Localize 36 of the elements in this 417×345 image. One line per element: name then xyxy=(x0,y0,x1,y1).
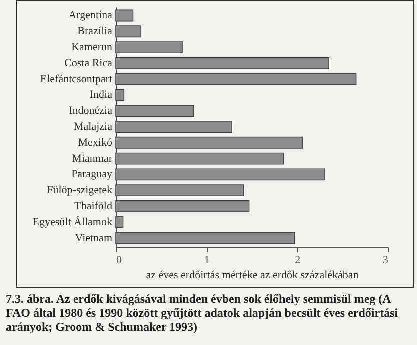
bar xyxy=(116,26,141,38)
y-tick-label: Egyesült Államok xyxy=(32,215,113,228)
y-tick-label: Vietnam xyxy=(75,232,113,244)
y-tick-label: Malajzia xyxy=(74,121,113,133)
bar xyxy=(116,200,250,212)
bar xyxy=(116,152,284,165)
y-tick-label: Fülöp-szigetek xyxy=(47,184,113,197)
y-tick-label: Mexikó xyxy=(78,136,113,149)
bar xyxy=(116,216,124,228)
x-tick-label: 1 xyxy=(204,254,210,266)
bar xyxy=(116,136,304,149)
x-tick-label: 0 xyxy=(116,254,122,266)
bar xyxy=(116,184,244,197)
y-tick-label: Kamerun xyxy=(72,42,113,54)
bar xyxy=(116,42,184,54)
bar xyxy=(116,57,330,70)
bar xyxy=(116,10,134,22)
bar xyxy=(116,89,125,102)
y-tick-label: Brazília xyxy=(78,26,113,38)
bar xyxy=(116,232,296,244)
bar xyxy=(116,121,232,133)
x-tick-label: 3 xyxy=(383,254,389,266)
y-tick-label: Costa Rica xyxy=(64,57,113,70)
y-tick-label: Paraguay xyxy=(72,168,113,181)
bar xyxy=(116,168,325,181)
bar xyxy=(116,105,194,118)
y-tick-label: Mianmar xyxy=(72,152,113,165)
bar xyxy=(116,73,357,86)
text: 7.3. ábra. Az erdők kivágásával minden évben sok élőhely semmisül meg (A FAO által 1980 és 1990 között gyűjtött adatok alapján becsült éves erdőirtási arányok; Groom & Schumaker 1993) xyxy=(6,292,400,334)
x-tick-label: 2 xyxy=(295,254,301,266)
y-tick-label: Thaiföld xyxy=(74,200,113,212)
y-tick-label: Indonézia xyxy=(69,105,113,118)
y-tick-label: Elefántcsontpart xyxy=(40,73,112,86)
y-tick-label: Argentína xyxy=(68,10,113,22)
x-axis-title: az éves erdőirtás mértéke az erdők százalékában xyxy=(146,270,360,282)
y-tick-label: India xyxy=(90,89,113,102)
